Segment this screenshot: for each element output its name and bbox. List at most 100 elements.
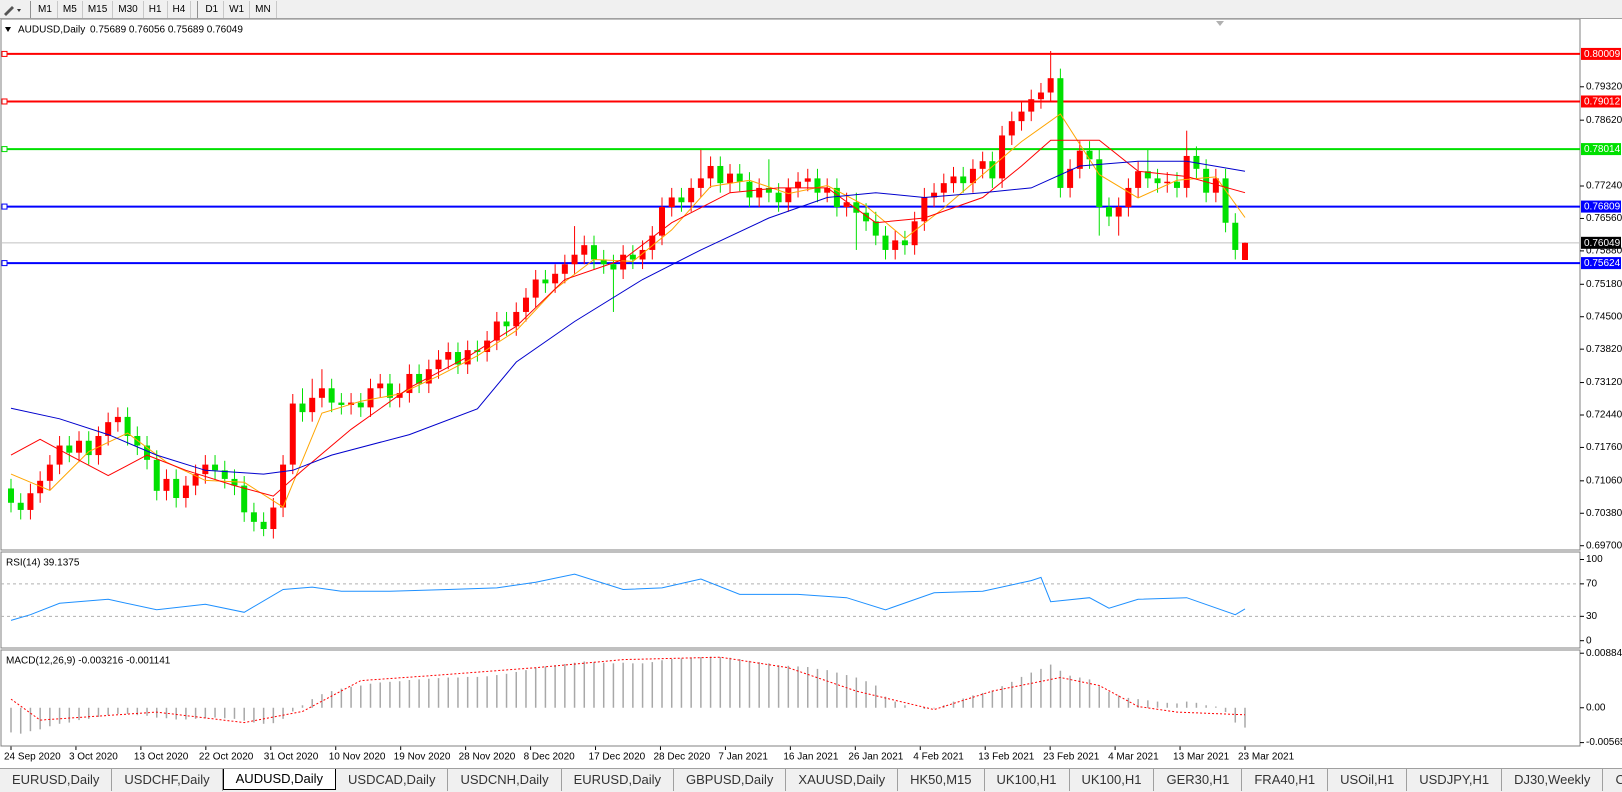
- panel-title: RSI(14) 39.1375: [6, 558, 80, 569]
- x-tick-label: 13 Mar 2021: [1173, 752, 1230, 763]
- candle-body: [843, 202, 850, 208]
- candle-body: [289, 403, 296, 465]
- y-tick-label: 0.79320: [1586, 81, 1622, 92]
- candle-body: [406, 373, 413, 394]
- chart-tab[interactable]: USDCHF,Daily: [112, 769, 223, 791]
- x-tick-label: 23 Feb 2021: [1043, 752, 1100, 763]
- candle-body: [901, 240, 908, 246]
- candle-body: [124, 416, 131, 436]
- chart-tab[interactable]: USDJPY,H1: [1407, 769, 1503, 791]
- candle-body: [1173, 181, 1180, 188]
- level-handle: [1, 98, 8, 105]
- timeframe-button[interactable]: W1: [224, 0, 251, 18]
- timeframe-button[interactable]: D1: [200, 0, 225, 18]
- candle-body: [1057, 78, 1064, 188]
- level-label-box: [1581, 257, 1621, 270]
- timeframe-button[interactable]: MN: [250, 0, 277, 18]
- chart-tab[interactable]: XAUUSD,Daily: [786, 769, 899, 791]
- candle-body: [56, 445, 63, 465]
- candle-body: [532, 279, 539, 298]
- candle-body: [1028, 99, 1035, 112]
- x-tick-label: 19 Nov 2020: [394, 752, 451, 763]
- candle-body: [1212, 178, 1219, 193]
- candle-body: [85, 440, 92, 456]
- chart-tab[interactable]: EURUSD,Daily: [562, 769, 674, 791]
- chart-tab[interactable]: EURUSD,Daily: [0, 769, 113, 791]
- x-tick-label: 3 Oct 2020: [69, 752, 118, 763]
- candle-body: [309, 397, 316, 413]
- candle-body: [552, 273, 559, 284]
- candle-body: [425, 369, 432, 384]
- moving-average: [10, 139, 1246, 497]
- chart-tab[interactable]: DJ30,Weekly: [1502, 769, 1604, 791]
- level-label: 0.79012: [1584, 97, 1621, 108]
- current-price-box: [1581, 236, 1621, 249]
- candle-body: [1008, 121, 1015, 136]
- timeframe-button[interactable]: M30: [113, 0, 144, 18]
- candle-body: [396, 393, 403, 398]
- candle-body: [377, 383, 384, 389]
- level-label-box: [1581, 200, 1621, 213]
- x-tick-label: 31 Oct 2020: [264, 752, 319, 763]
- candle-body: [804, 178, 811, 182]
- y-tick-label: 0.00884: [1586, 648, 1622, 659]
- candle-body: [1144, 171, 1151, 179]
- chart-tab[interactable]: AUDUSD,Daily: [222, 769, 337, 790]
- candle-body: [824, 187, 831, 193]
- chart-tab[interactable]: HK50,M15: [898, 769, 985, 791]
- candle-body: [795, 181, 802, 188]
- chart-tab[interactable]: UK100,H1: [1070, 769, 1155, 791]
- timeframe-button[interactable]: M5: [58, 0, 83, 18]
- candle-body: [76, 440, 83, 453]
- candle-body: [1067, 168, 1074, 188]
- chart-tab[interactable]: FRA40,H1: [1242, 769, 1329, 791]
- x-tick-label: 16 Jan 2021: [783, 752, 838, 763]
- chart-tab[interactable]: USDCAD,Daily: [336, 769, 449, 791]
- y-tick-label: 70: [1586, 578, 1598, 589]
- chart-tab[interactable]: USOil,H1: [1328, 769, 1408, 791]
- candle-body: [581, 245, 588, 255]
- y-tick-label: 0.78620: [1586, 115, 1622, 126]
- y-tick-label: 0.72440: [1586, 410, 1622, 421]
- level-label-box: [1581, 143, 1621, 156]
- candle-body: [454, 352, 461, 365]
- chart-tab[interactable]: UK100,H1: [985, 769, 1070, 791]
- candle-body: [357, 402, 364, 408]
- candle-body: [46, 464, 53, 481]
- candle-body: [853, 202, 860, 213]
- candle-body: [260, 521, 267, 530]
- candle-body: [328, 388, 335, 403]
- candle-body: [629, 254, 636, 260]
- level-handle: [1, 146, 8, 153]
- moving-average: [10, 113, 1246, 508]
- panel-title: AUDUSD,Daily: [18, 25, 85, 36]
- price-header: 0.75689 0.76056 0.75689 0.76049: [90, 25, 243, 36]
- draw-tool-icon[interactable]: [0, 1, 24, 18]
- timeframe-button[interactable]: H4: [168, 0, 192, 18]
- chart-tabs: EURUSD,Daily USDCHF,Daily AUDUSD,Daily USDC…: [0, 768, 1622, 792]
- level-label: 0.76809: [1584, 202, 1621, 213]
- candle-body: [727, 173, 734, 184]
- chart-tab[interactable]: CHINA300,H1: [1603, 769, 1622, 791]
- candle-body: [27, 493, 34, 510]
- candle-body: [250, 512, 257, 522]
- scroll-marker: [1216, 21, 1224, 26]
- candle-body: [202, 464, 209, 475]
- timeframe-button[interactable]: M15: [83, 0, 114, 18]
- current-price-label: 0.76049: [1584, 238, 1621, 249]
- timeframe-button[interactable]: M1: [33, 0, 58, 18]
- candle-body: [367, 388, 374, 408]
- y-tick-label: 100: [1586, 554, 1603, 565]
- candle-body: [1047, 78, 1054, 93]
- chart-tab[interactable]: GBPUSD,Daily: [674, 769, 787, 791]
- chart-tab[interactable]: GER30,H1: [1154, 769, 1243, 791]
- timeframe-button[interactable]: H1: [144, 0, 168, 18]
- candle-body: [989, 161, 996, 179]
- candle-body: [590, 245, 597, 260]
- chart-tab[interactable]: USDCNH,Daily: [448, 769, 562, 791]
- candle-body: [600, 259, 607, 265]
- candle-body: [931, 192, 938, 198]
- candle-body: [1086, 150, 1093, 160]
- candle-body: [1105, 207, 1112, 217]
- timeframe-toolbar: M1 M5 M15 M30 H1 H4 D1 W1 MN: [0, 0, 1622, 19]
